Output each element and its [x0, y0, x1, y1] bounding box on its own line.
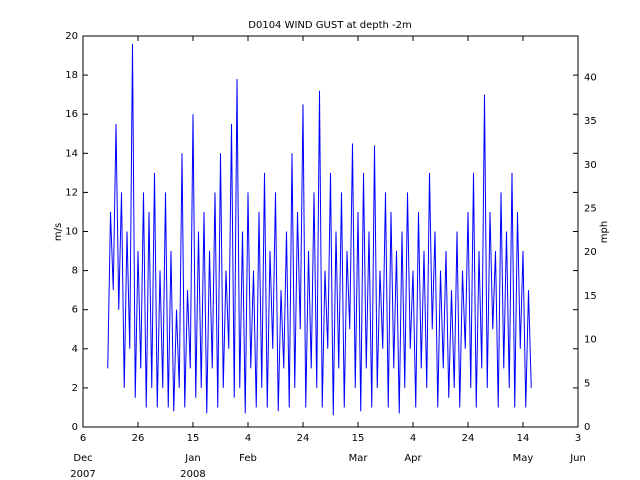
y-tick-label: 18: [65, 70, 78, 81]
x-month-label: Apr: [404, 453, 422, 464]
y-tick-label: 4: [72, 344, 78, 355]
y-tick-label: 2: [72, 383, 78, 394]
y2-tick-label: 40: [584, 72, 597, 83]
y-tick-label: 8: [72, 266, 78, 277]
x-month-label: Jun: [569, 453, 586, 464]
x-tick-label: 26: [132, 433, 145, 444]
chart-title: D0104 WIND GUST at depth -2m: [248, 20, 411, 31]
x-tick-label: 24: [297, 433, 310, 444]
x-month-label: Mar: [349, 453, 369, 464]
y2-tick-label: 10: [584, 335, 597, 346]
x-tick-label: 14: [517, 433, 530, 444]
x-tick-label: 15: [187, 433, 200, 444]
y2-tick-label: 35: [584, 116, 597, 127]
y2-tick-label: 30: [584, 160, 597, 171]
y-axis-label: m/s: [53, 223, 64, 241]
x-month-label: Feb: [239, 453, 257, 464]
x-tick-label: 24: [462, 433, 475, 444]
x-tick-label: 15: [352, 433, 365, 444]
x-tick-label: 6: [80, 433, 86, 444]
y-tick-label: 14: [65, 148, 78, 159]
y-tick-label: 20: [65, 31, 78, 42]
x-month-label: May: [513, 453, 534, 464]
x-year-label: 2008: [180, 469, 205, 480]
y2-tick-label: 0: [584, 422, 590, 433]
y2-tick-label: 15: [584, 291, 597, 302]
x-tick-label: 3: [575, 433, 581, 444]
x-tick-label: 4: [245, 433, 251, 444]
y-tick-label: 6: [72, 305, 78, 316]
y-tick-label: 16: [65, 109, 78, 120]
y2-tick-label: 25: [584, 204, 597, 215]
y2-tick-label: 5: [584, 378, 590, 389]
y-tick-label: 10: [65, 227, 78, 238]
data-line: [107, 43, 532, 416]
x-year-label: 2007: [70, 469, 95, 480]
y2-axis-label: mph: [599, 221, 610, 243]
y-tick-label: 0: [72, 422, 78, 433]
x-tick-label: 4: [410, 433, 416, 444]
y-tick-label: 12: [65, 187, 78, 198]
y2-tick-label: 20: [584, 247, 597, 258]
x-month-label: Jan: [184, 453, 200, 464]
x-month-label: Dec: [73, 453, 92, 464]
